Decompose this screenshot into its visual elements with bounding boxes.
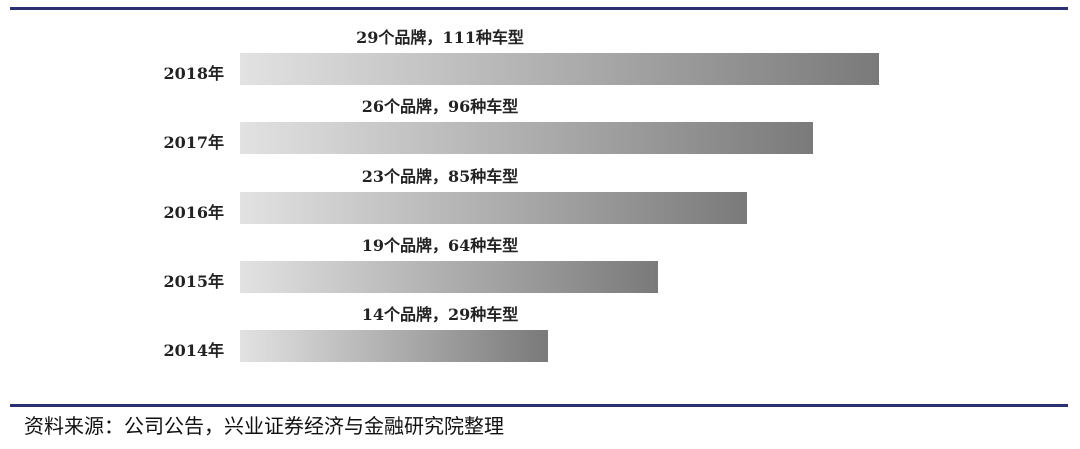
bar: [240, 191, 747, 224]
data-label: 29个品牌，111种车型: [356, 28, 524, 47]
bar: [240, 260, 658, 293]
data-label: 19个品牌，64种车型: [361, 235, 519, 255]
year-label: 2018年: [163, 64, 224, 83]
source-note: 资料来源：公司公告，兴业证券经济与金融研究院整理: [24, 414, 504, 438]
bar: [240, 53, 879, 85]
year-label: 2015年: [163, 271, 224, 291]
data-label: 23个品牌，85种车型: [361, 166, 519, 186]
top-rule: [10, 7, 1068, 10]
data-label: 14个品牌，29种车型: [361, 305, 519, 325]
bar: [240, 330, 548, 363]
bar: [240, 122, 813, 155]
bottom-rule: [10, 404, 1068, 407]
year-label: 2017年: [163, 133, 224, 153]
year-label: 2016年: [163, 202, 224, 222]
data-label: 26个品牌，96种车型: [361, 97, 519, 117]
year-label: 2014年: [163, 341, 224, 361]
